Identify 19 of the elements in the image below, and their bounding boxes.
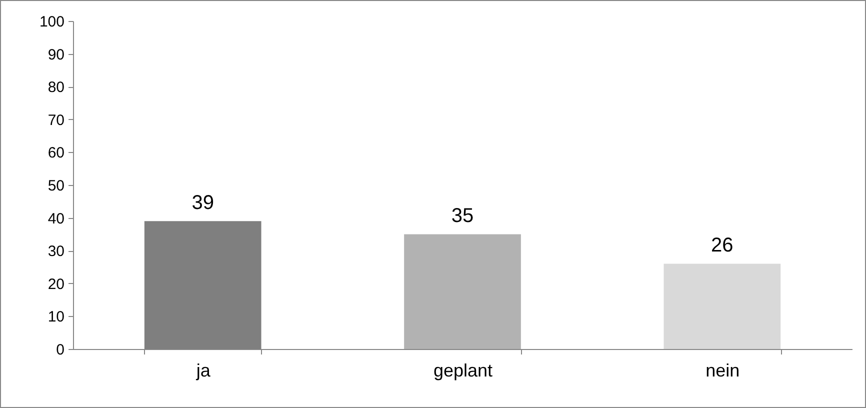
y-tick-label: 60 — [48, 144, 64, 162]
y-tick-label: 90 — [48, 46, 64, 64]
y-tick-label: 50 — [48, 178, 64, 194]
y-tick-label: 100 — [39, 14, 64, 30]
data-label: 26 — [711, 234, 734, 257]
x-tick-label: nein — [706, 360, 740, 380]
x-tick-label: ja — [195, 360, 212, 380]
y-tick-label: 40 — [48, 210, 64, 228]
y-tick-label: 10 — [48, 308, 64, 326]
y-tick-label: 20 — [48, 276, 64, 293]
data-label: 35 — [451, 205, 474, 228]
y-tick-label: 0 — [56, 342, 64, 358]
x-tick-label: geplant — [433, 360, 493, 380]
bar — [664, 264, 781, 349]
y-tick-label: 30 — [48, 243, 64, 260]
y-tick-label: 80 — [48, 79, 64, 96]
bar — [404, 234, 521, 349]
y-tick-label: 70 — [48, 112, 64, 129]
data-label: 39 — [192, 192, 214, 214]
